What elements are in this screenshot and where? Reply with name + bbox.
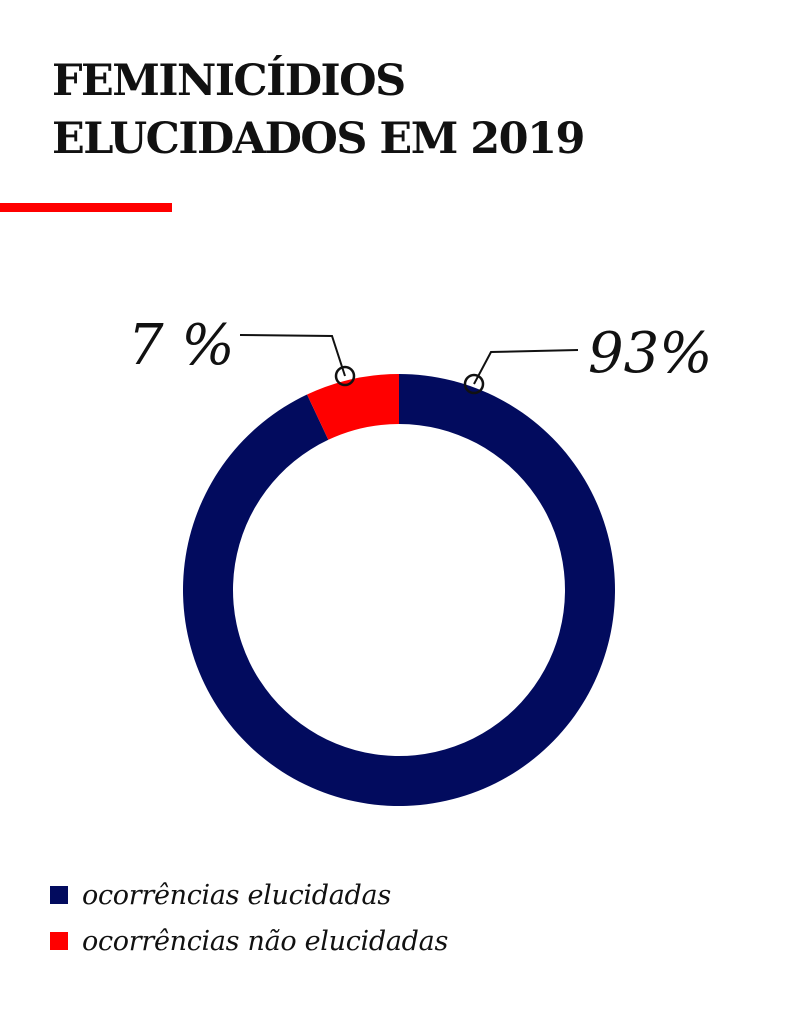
chart-title-line-1: FEMINICÍDIOS — [52, 56, 406, 106]
callout-nao-elucidadas-leader-line — [239, 334, 346, 377]
legend-swatch-nao-elucidadas — [50, 932, 68, 950]
data-label-nao-elucidadas: 7 % — [128, 313, 235, 378]
data-label-elucidadas: 93% — [588, 321, 712, 386]
callout-nao-elucidadas-marker — [334, 365, 356, 387]
chart-title-line-2: ELUCIDADOS EM 2019 — [52, 114, 585, 164]
legend-swatch-elucidadas — [50, 886, 68, 904]
title-accent-bar — [0, 203, 172, 212]
callout-elucidadas-marker — [463, 373, 485, 395]
legend-label-elucidadas: ocorrências elucidadas — [82, 879, 391, 911]
legend-item-elucidadas: ocorrências elucidadas — [50, 872, 448, 918]
donut-slice-elucidadas — [182, 374, 615, 806]
legend-label-nao-elucidadas: ocorrências não elucidadas — [82, 925, 449, 957]
legend: ocorrências elucidadas ocorrências não e… — [50, 872, 448, 964]
legend-item-nao-elucidadas: ocorrências não elucidadas — [50, 918, 448, 964]
chart-title: FEMINICÍDIOS ELUCIDADOS EM 2019 — [52, 52, 585, 168]
callout-elucidadas-leader-line — [473, 349, 579, 385]
donut-slice-nao-elucidadas — [307, 374, 399, 440]
